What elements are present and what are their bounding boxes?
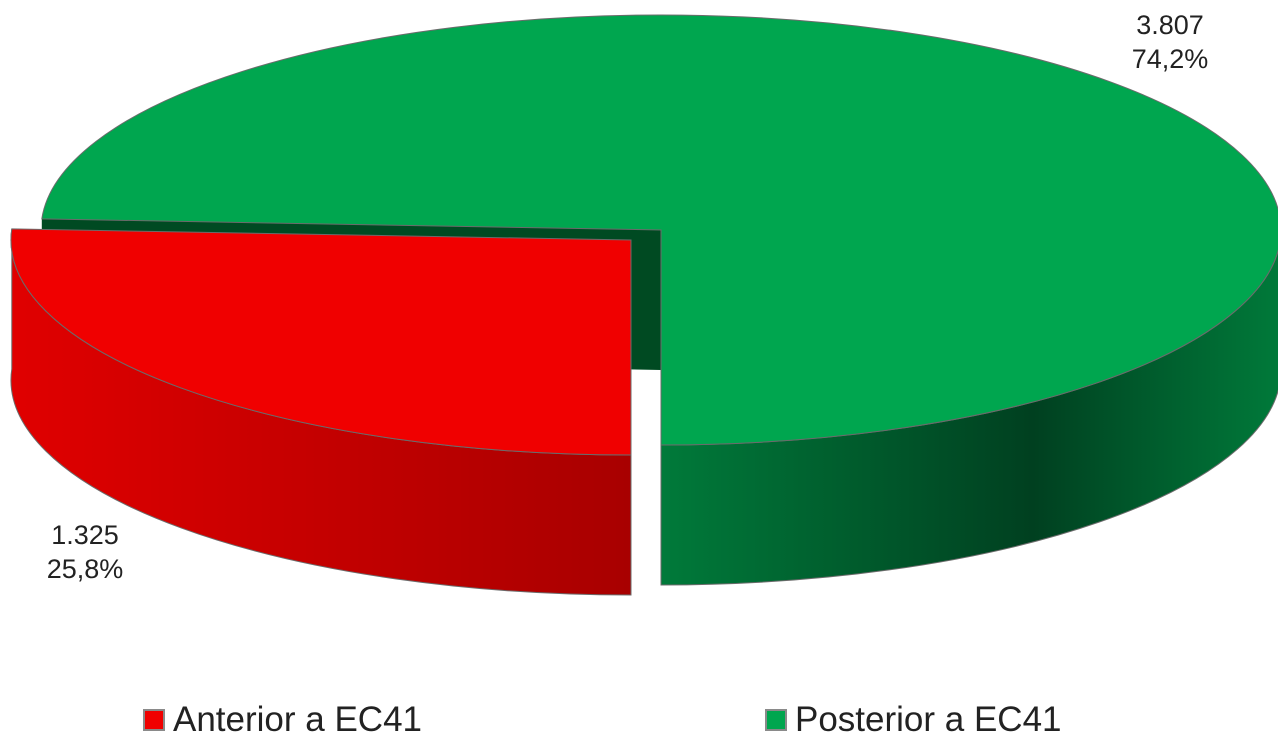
legend-swatch-anterior: [143, 709, 165, 731]
legend-entry-anterior: Anterior a EC41: [143, 700, 422, 740]
legend-label-posterior: Posterior a EC41: [795, 700, 1062, 739]
data-label-anterior-value: 1.325: [51, 520, 119, 550]
data-label-anterior-percent: 25,8%: [46, 554, 124, 584]
data-label-posterior: 3.807 74,2%: [1100, 8, 1240, 76]
pie-slice-posterior: [41, 14, 1278, 446]
data-label-anterior: 1.325 25,8%: [15, 518, 155, 586]
pie-slice-anterior: [10, 228, 632, 456]
legend-label-anterior: Anterior a EC41: [173, 700, 423, 739]
data-label-posterior-percent: 74,2%: [1131, 44, 1209, 74]
legend-entry-posterior: Posterior a EC41: [765, 700, 1062, 740]
legend-swatch-posterior: [765, 709, 787, 731]
data-label-posterior-value: 3.807: [1136, 10, 1204, 40]
